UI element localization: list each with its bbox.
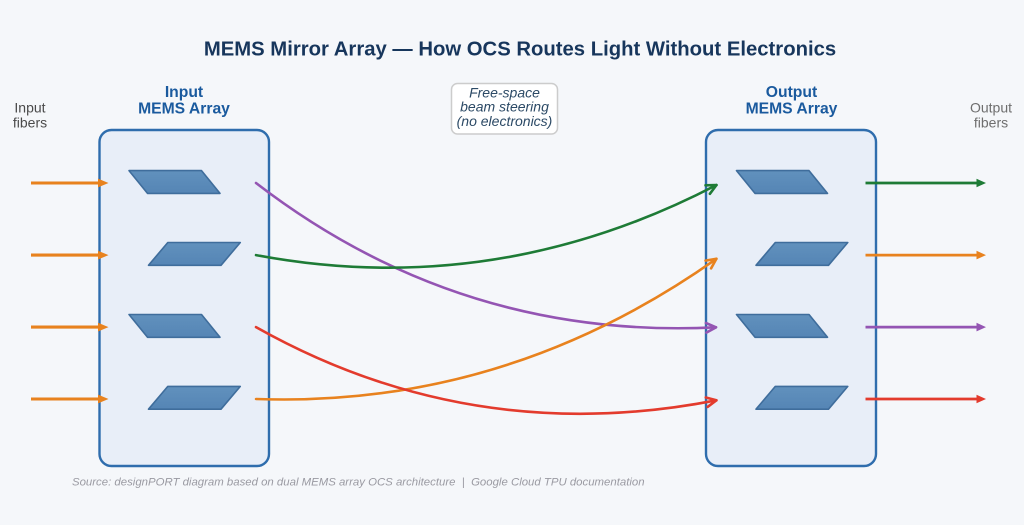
svg-text:Output: Output — [970, 100, 1012, 116]
svg-text:MEMS Array: MEMS Array — [138, 101, 230, 118]
svg-text:Output: Output — [766, 84, 818, 101]
svg-text:fibers: fibers — [974, 115, 1008, 131]
svg-text:Free-space: Free-space — [469, 84, 540, 100]
svg-text:(no electronics): (no electronics) — [457, 113, 553, 129]
svg-text:Input: Input — [14, 100, 45, 116]
svg-text:Input: Input — [165, 84, 204, 101]
svg-text:MEMS Array: MEMS Array — [746, 101, 838, 118]
svg-text:fibers: fibers — [13, 115, 47, 131]
svg-text:beam steering: beam steering — [460, 99, 549, 115]
svg-text:Source: designPORT diagram bas: Source: designPORT diagram based on dual… — [72, 477, 645, 489]
svg-text:MEMS Mirror Array — How OCS Ro: MEMS Mirror Array — How OCS Routes Light… — [204, 39, 836, 61]
